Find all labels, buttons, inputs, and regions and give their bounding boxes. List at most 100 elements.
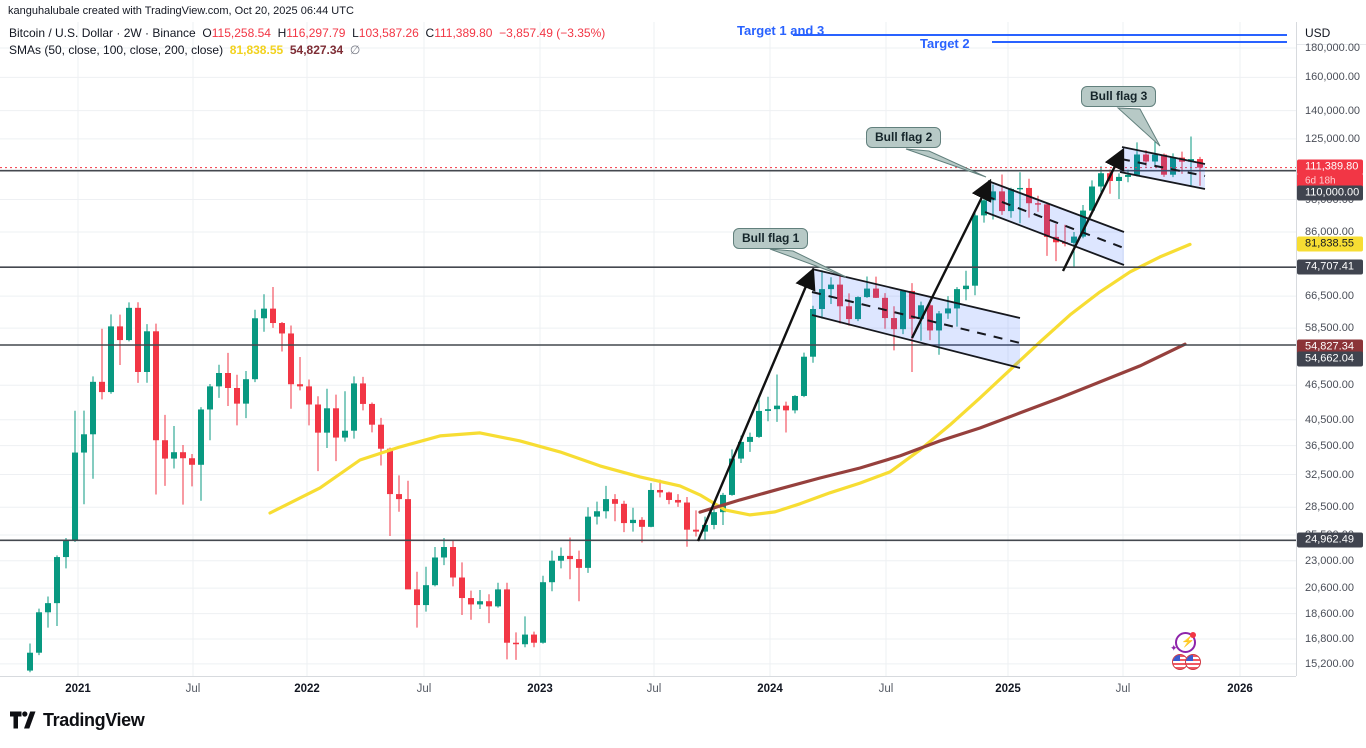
- candle-body: [216, 373, 222, 387]
- price-tick-label: 15,200.00: [1305, 657, 1354, 670]
- candle-body: [1044, 204, 1050, 237]
- price-tick-label: 32,500.00: [1305, 468, 1354, 481]
- bull-flag-1-border[interactable]: [811, 314, 1021, 369]
- bull-flag-2-fill[interactable]: [985, 181, 1124, 265]
- candle-body: [963, 285, 969, 290]
- candle-body: [423, 585, 429, 606]
- candle-body: [999, 191, 1005, 212]
- bull-flag-2-border[interactable]: [984, 211, 1125, 266]
- price-tick-label: 23,000.00: [1305, 554, 1354, 567]
- price-tick-label: 16,800.00: [1305, 632, 1354, 645]
- candle-body: [738, 441, 744, 459]
- candle-body: [270, 308, 276, 324]
- candle-body: [765, 409, 771, 411]
- notification-dot: [1190, 632, 1196, 638]
- currency-label: USD: [1305, 26, 1331, 40]
- candle-body: [585, 516, 591, 568]
- candle-body: [486, 601, 492, 607]
- callout-bull-flag-1[interactable]: Bull flag 1: [733, 228, 809, 249]
- price-tick-label: 58,500.00: [1305, 322, 1354, 335]
- candle-body: [297, 384, 303, 387]
- callout-bull-flag-2[interactable]: Bull flag 2: [866, 127, 942, 148]
- chart-area[interactable]: Bitcoin / U.S. Dollar · 2W · Binance O 11…: [0, 22, 1296, 676]
- sma-title: SMAs (50, close, 100, close, 200, close): [9, 43, 224, 57]
- candle-body: [639, 519, 645, 527]
- lightning-bolt-glyph: ⚡: [1181, 636, 1195, 648]
- candle-body: [783, 405, 789, 411]
- impulse-arrow[interactable]: [696, 267, 816, 542]
- ohlc-high-label: H: [277, 26, 287, 40]
- candle-body: [468, 598, 474, 605]
- flag-union: [1173, 655, 1180, 661]
- candle-body: [855, 297, 861, 320]
- legend-symbol-row[interactable]: Bitcoin / U.S. Dollar · 2W · Binance O 11…: [9, 25, 605, 42]
- candle-body: [954, 289, 960, 309]
- impulse-arrow[interactable]: [910, 178, 992, 339]
- ohlc-open-label: O: [202, 26, 212, 40]
- price-tick-label: 40,500.00: [1305, 413, 1354, 426]
- candle-body: [702, 524, 708, 532]
- target-label-2[interactable]: Target 2: [920, 36, 970, 51]
- legend-sma-row[interactable]: SMAs (50, close, 100, close, 200, close)…: [9, 42, 605, 59]
- bull-flag-1-midline: [811, 291, 1021, 344]
- candle-body: [1134, 154, 1140, 175]
- candle-body: [459, 577, 465, 599]
- candle-body: [369, 403, 375, 425]
- target-label-1[interactable]: Target 1 and 3: [737, 23, 825, 38]
- candle-body: [1170, 157, 1176, 175]
- price-axis[interactable]: USD 180,000.00 160,000.00 140,000.00 125,00…: [1296, 22, 1366, 676]
- lightning-events-icon[interactable]: ⚡ ✦: [1170, 632, 1196, 653]
- candle-body: [72, 452, 78, 541]
- candle-body: [900, 290, 906, 330]
- candle-body: [144, 331, 150, 372]
- time-tick-label: 2023: [527, 683, 553, 695]
- bull-flag-2-midline: [985, 195, 1125, 249]
- flag-union: [1186, 655, 1193, 661]
- candle-body: [828, 284, 834, 290]
- candle-body: [567, 555, 573, 560]
- candlestick-chart-canvas[interactable]: [0, 22, 1296, 676]
- candle-body: [207, 386, 213, 410]
- ohlc-close-value: 111,389.80: [434, 26, 493, 40]
- candle-series: [27, 136, 1203, 673]
- candle-body: [54, 557, 60, 604]
- time-axis[interactable]: 2021 Jul 2022 Jul 2023 Jul 2024 Jul 2025 Jul 2026: [0, 676, 1296, 703]
- tradingview-logo[interactable]: TradingView: [10, 709, 145, 731]
- candle-body: [927, 305, 933, 331]
- time-tick-label: Jul: [416, 683, 432, 695]
- candle-body: [288, 333, 294, 385]
- bull-flag-2-border[interactable]: [987, 180, 1125, 233]
- price-axis-badge: 54,827.34: [1297, 339, 1363, 355]
- ohlc-close-label: C: [425, 26, 435, 40]
- callout-bull-flag-3[interactable]: Bull flag 3: [1081, 86, 1157, 107]
- tradingview-logo-icon: [10, 711, 36, 729]
- candle-body: [405, 499, 411, 590]
- price-tick-label: 20,600.00: [1305, 582, 1354, 595]
- us-economic-calendar-icon[interactable]: [1185, 654, 1201, 670]
- candle-body: [108, 326, 114, 393]
- candle-body: [153, 331, 159, 441]
- candle-body: [540, 582, 546, 643]
- candle-body: [729, 458, 735, 495]
- time-tick-label: 2022: [294, 683, 320, 695]
- candle-body: [558, 555, 564, 561]
- impulse-arrow[interactable]: [1061, 147, 1125, 272]
- currency-cell[interactable]: USD: [1297, 22, 1366, 45]
- symbol-title[interactable]: Bitcoin / U.S. Dollar · 2W · Binance: [9, 26, 196, 40]
- candle-body: [837, 284, 843, 307]
- candle-body: [810, 309, 816, 357]
- bull-flag-3-border[interactable]: [1121, 146, 1206, 165]
- tradingview-wordmark: TradingView: [43, 709, 145, 730]
- bull-flag-1-border[interactable]: [811, 268, 1021, 319]
- candle-body: [1161, 154, 1167, 175]
- candle-body: [531, 634, 537, 643]
- candle-body: [189, 458, 195, 465]
- candle-body: [1035, 203, 1041, 205]
- ohlc-low-label: L: [352, 26, 359, 40]
- candle-body: [603, 499, 609, 512]
- bull-flag-3-border[interactable]: [1119, 171, 1206, 190]
- time-tick-label: Jul: [646, 683, 662, 695]
- candle-body: [657, 489, 663, 493]
- candle-body: [918, 305, 924, 319]
- candle-body: [495, 589, 501, 607]
